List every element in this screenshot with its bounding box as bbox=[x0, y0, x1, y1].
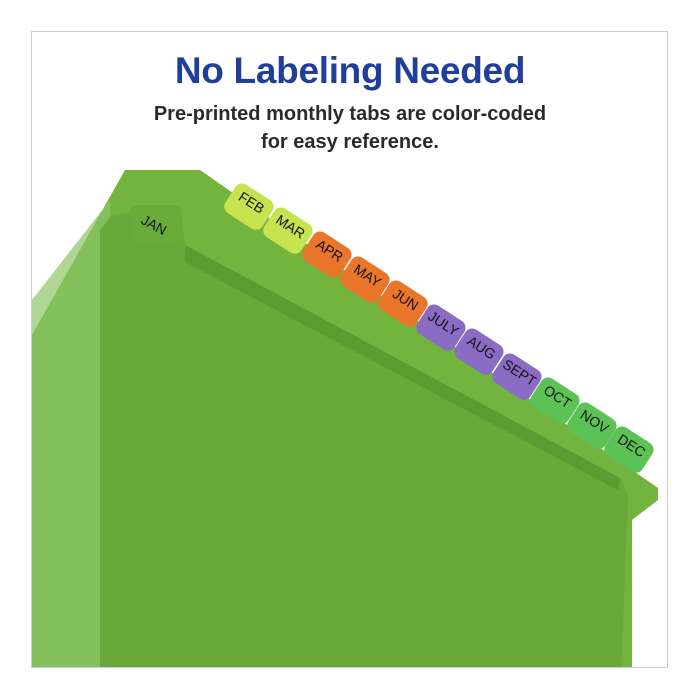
front-sheet-shadow bbox=[185, 245, 620, 490]
month-tab-body bbox=[604, 426, 654, 473]
month-tab-may[interactable]: MAY bbox=[337, 253, 392, 305]
month-tab-nov[interactable]: NOV bbox=[564, 399, 619, 451]
month-tab-feb[interactable]: FEB bbox=[221, 180, 276, 232]
subtitle: Pre-printed monthly tabs are color-coded… bbox=[0, 100, 700, 156]
month-tab-dec[interactable]: DEC bbox=[601, 423, 656, 475]
month-tab-body bbox=[340, 256, 390, 303]
translucent-sheet bbox=[32, 200, 110, 667]
month-tab-body bbox=[567, 402, 617, 449]
month-tab-body bbox=[530, 377, 580, 424]
month-tab-body bbox=[263, 207, 313, 254]
month-tab-body bbox=[302, 231, 352, 278]
month-tab-body bbox=[454, 328, 504, 375]
month-tab-july[interactable]: JULY bbox=[413, 301, 468, 353]
front-divider-sheet bbox=[100, 208, 628, 667]
month-tab-body bbox=[416, 304, 466, 351]
month-tab-body bbox=[224, 183, 274, 230]
subtitle-line-2: for easy reference. bbox=[261, 131, 439, 153]
month-tab-aug[interactable]: AUG bbox=[451, 325, 506, 377]
image-frame bbox=[31, 31, 668, 668]
headline: No Labeling Needed bbox=[174, 50, 526, 91]
subtitle-line-1: Pre-printed monthly tabs are color-coded bbox=[153, 103, 547, 125]
month-tab-body bbox=[378, 280, 428, 327]
month-tab-body bbox=[492, 353, 542, 400]
jan-tab bbox=[130, 205, 182, 245]
